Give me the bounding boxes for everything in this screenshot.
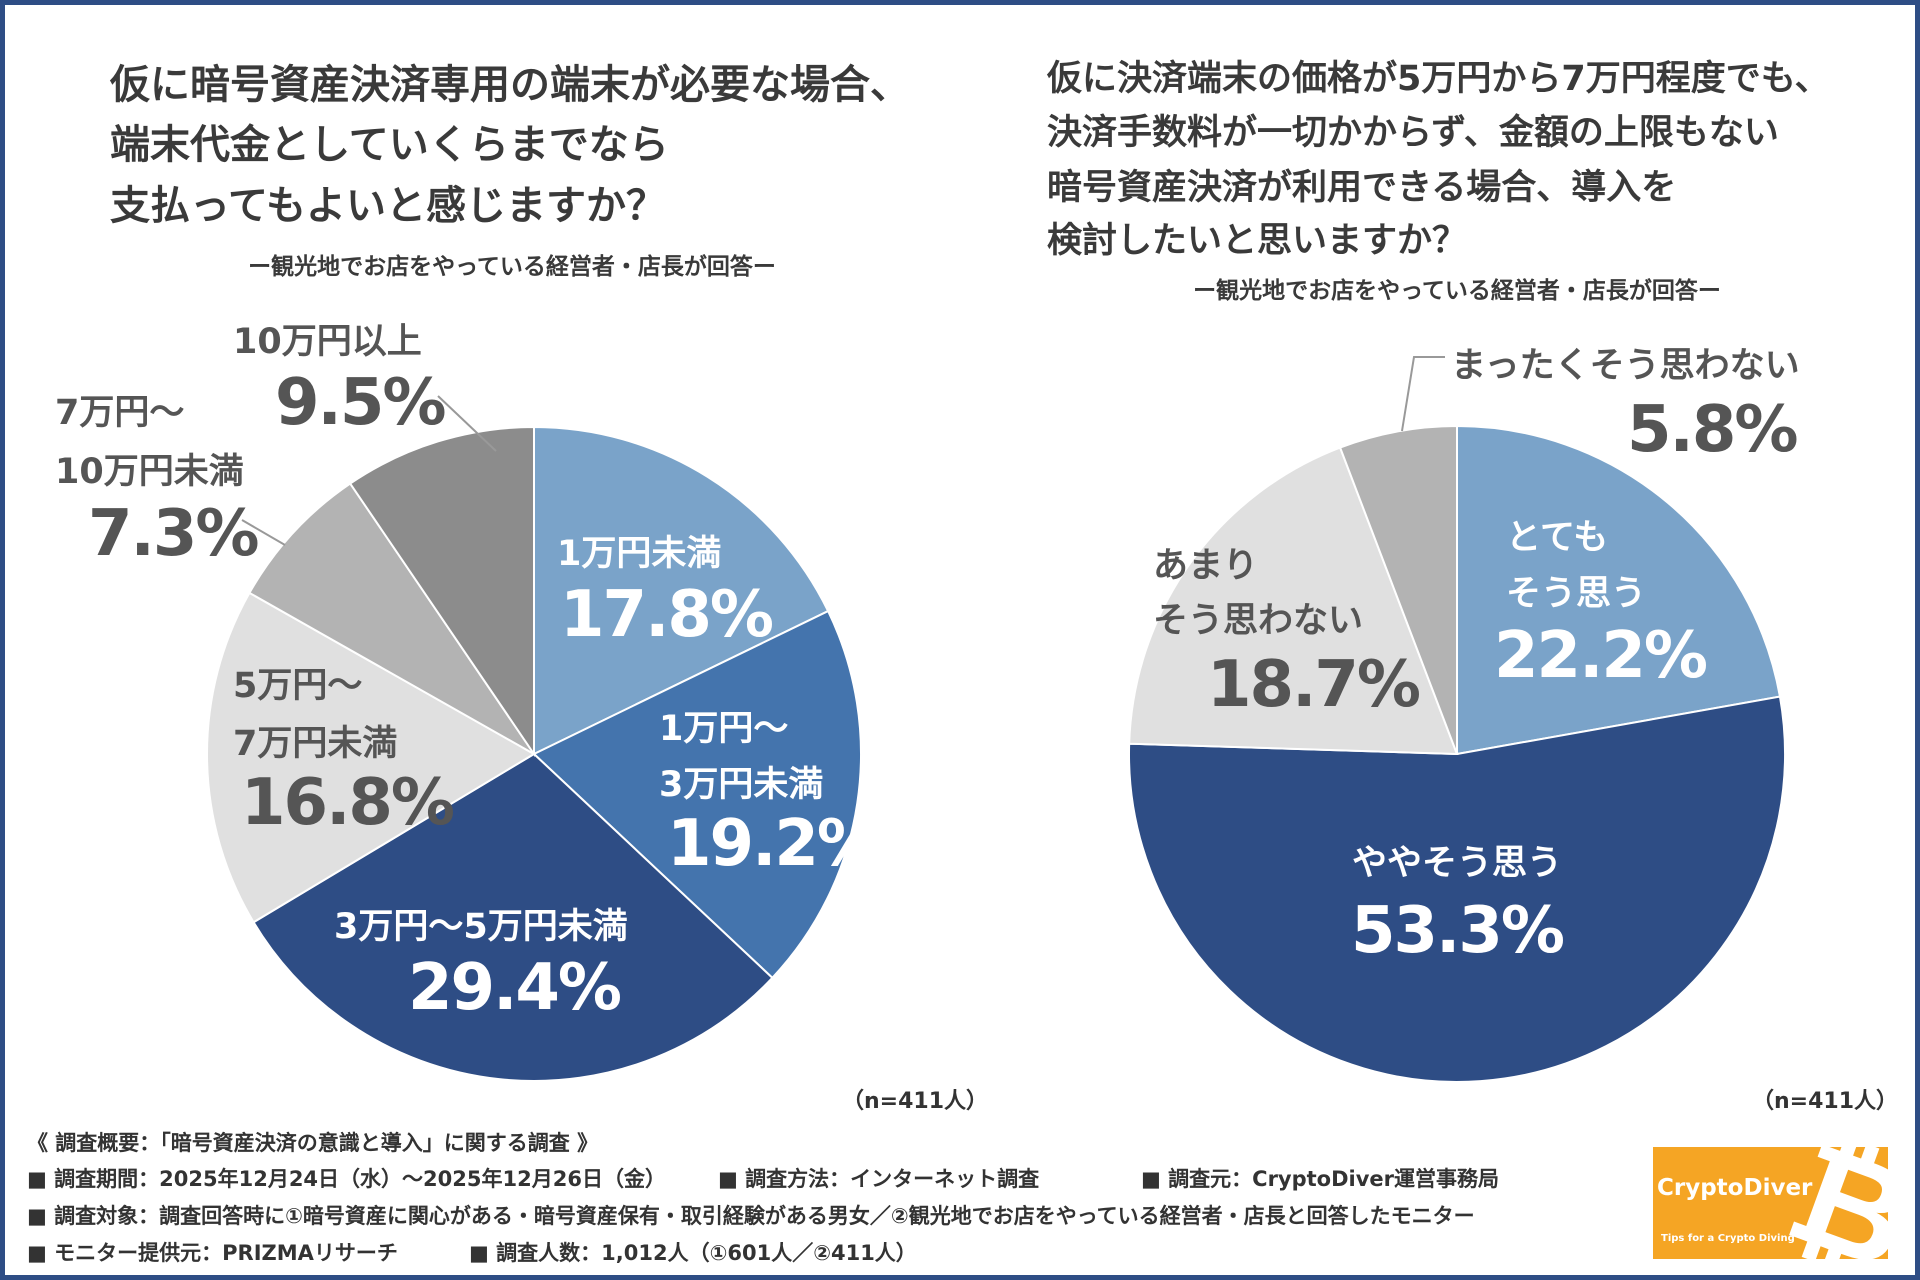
leader-line-10man-ijou: [437, 395, 497, 452]
label-5man-7man-2: 7万円未満: [233, 724, 398, 764]
left-title-line-3: 支払ってもよいと感じますか？: [110, 183, 666, 229]
label-1man-3man-1: 1万円～: [659, 709, 789, 749]
pie-slice-2: [532, 609, 862, 980]
right-title-line-2: 決済手数料が一切かからず、金額の上限もない: [1047, 113, 1779, 153]
value-3man-5man: 29.4%: [408, 951, 622, 1025]
value-5man-7man: 16.8%: [241, 766, 455, 840]
label-amari-2: そう思わない: [1153, 601, 1364, 641]
value-10man-ijou: 9.5%: [275, 366, 446, 440]
pie-slice-1: [1456, 424, 1782, 756]
footer-count: ■ 調査人数：1,012人（①601人／②411人）: [469, 1241, 917, 1265]
left-title-line-2: 端末代金としていくらまでなら: [110, 122, 669, 168]
value-totemo: 22.2%: [1494, 619, 1708, 693]
value-yaya: 53.3%: [1350, 894, 1565, 968]
pie-slice-4: [206, 591, 536, 924]
footer-period: ■ 調査期間：2025年12月24日（水）～2025年12月26日（金）: [27, 1167, 666, 1191]
pie-slice-3: [252, 752, 774, 1082]
logo-tagline: Tips for a Crypto Diving: [1661, 1233, 1795, 1244]
label-5man-7man-1: 5万円～: [233, 666, 363, 706]
value-mattaku: 5.8%: [1627, 393, 1798, 467]
right-sample-size: （n=411人）: [1752, 1089, 1899, 1114]
footer-source: ■ 調査元：CryptoDiver運営事務局: [1141, 1167, 1500, 1191]
value-1man-miman: 17.8%: [560, 578, 774, 652]
pie-slice-6: [348, 425, 535, 758]
value-1man-3man: 19.2%: [667, 807, 881, 881]
value-7man-10man: 7.3%: [88, 497, 259, 571]
value-amari: 18.7%: [1207, 648, 1421, 722]
label-7man-1: 7万円～: [55, 393, 185, 433]
leader-line-7man-10man: [241, 519, 286, 546]
right-pie: [1128, 424, 1786, 1083]
left-title-line-1: 仮に暗号資産決済専用の端末が必要な場合、: [110, 62, 910, 108]
label-totemo-1: とても: [1506, 518, 1609, 558]
pie-slice-2: [1128, 695, 1786, 1083]
right-title-line-3: 暗号資産決済が利用できる場合、導入を: [1047, 168, 1677, 208]
footer-method: ■ 調査方法：インターネット調査: [718, 1167, 1040, 1191]
right-title-line-4: 検討したいと思いますか？: [1047, 221, 1468, 261]
label-7man-2: 10万円未満: [55, 452, 244, 492]
label-totemo-2: そう思う: [1506, 574, 1647, 614]
footer-target: ■ 調査対象：調査回答時に①暗号資産に関心がある・暗号資産保有・取引経験がある男…: [27, 1204, 1475, 1228]
footer-overview: 《 調査概要：「暗号資産決済の意識と導入」に関する調査 》: [27, 1131, 599, 1155]
label-mattaku: まったくそう思わない: [1451, 346, 1800, 386]
logo-name: CryptoDiver: [1657, 1175, 1813, 1201]
right-subtitle: ー観光地でお店をやっている経営者・店長が回答ー: [1193, 278, 1721, 304]
cryptodiver-logo: ₿ CryptoDiver Tips for a Crypto Diving: [1653, 1147, 1888, 1259]
pie-slice-4: [1338, 424, 1458, 755]
label-yaya: ややそう思う: [1351, 843, 1563, 884]
pie-slice-3: [1128, 446, 1459, 756]
pie-slice-5: [248, 482, 535, 755]
label-amari-1: あまり: [1153, 546, 1259, 586]
left-pie: [206, 425, 862, 1082]
label-1man-3man-2: 3万円未満: [659, 765, 824, 805]
label-10man-ijou: 10万円以上: [233, 322, 422, 362]
right-title-line-1: 仮に決済端末の価格が5万円から7万円程度でも、: [1047, 59, 1830, 99]
label-1man-miman: 1万円未満: [557, 534, 722, 574]
left-sample-size: （n=411人）: [842, 1089, 989, 1114]
footer-provider: ■ モニター提供元：PRIZMAリサーチ: [27, 1241, 398, 1265]
leader-line-mattaku: [1401, 356, 1445, 432]
label-3man-5man: 3万円～5万円未満: [334, 907, 628, 947]
left-subtitle: ー観光地でお店をやっている経営者・店長が回答ー: [248, 254, 776, 280]
pie-slice-1: [533, 425, 830, 756]
